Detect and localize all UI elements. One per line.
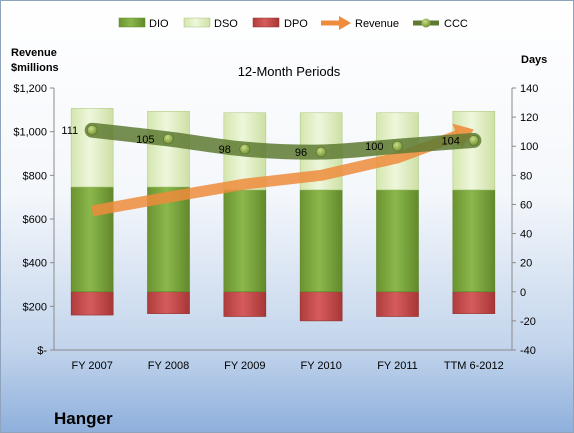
dpo-bar — [376, 291, 419, 317]
left-tick-label: $1,200 — [13, 83, 47, 95]
legend-dpo-label: DPO — [284, 18, 308, 30]
dio-bar — [376, 189, 419, 293]
right-tick-label: 100 — [520, 141, 538, 153]
dso-bar — [452, 110, 496, 191]
right-tick-label: 20 — [520, 258, 532, 270]
ccc-point — [163, 133, 174, 145]
right-tick-label: -20 — [520, 316, 536, 328]
legend-dso-label: DSO — [214, 18, 238, 30]
dpo-bar — [223, 291, 267, 317]
category-label: FY 2011 — [377, 360, 418, 372]
ccc-point — [468, 135, 480, 146]
legend-ccc-line — [413, 18, 439, 28]
legend-dio-label: DIO — [149, 18, 169, 30]
legend-dio-swatch — [118, 17, 146, 28]
legend-revenue-arrow — [321, 16, 351, 30]
left-tick-label: $800 — [23, 170, 47, 182]
ccc-data-label: 98 — [219, 144, 231, 156]
ccc-point — [239, 143, 251, 155]
left-tick-label: $1,000 — [13, 127, 47, 139]
left-axis-title-line1: Revenue — [11, 47, 57, 59]
data-labels: 111 105 98 96 100 104 — [61, 125, 459, 159]
right-tick-labels: -40 -20 0 20 40 60 80 100 120 140 — [512, 83, 538, 357]
legend-revenue-label: Revenue — [355, 18, 399, 30]
left-tick-label: $200 — [23, 301, 47, 313]
right-tick-label: -40 — [520, 345, 536, 357]
right-tick-label: 0 — [520, 287, 526, 299]
ccc-data-label: 96 — [295, 147, 307, 159]
legend-ccc-label: CCC — [444, 18, 468, 30]
dio-bar — [299, 189, 343, 293]
left-axis-title-line2: $millions — [11, 62, 59, 74]
dso-bar — [70, 108, 114, 188]
company-name: Hanger — [54, 409, 113, 428]
category-label: FY 2009 — [224, 360, 265, 372]
dso-bar — [147, 110, 190, 188]
chart-title: 12-Month Periods — [238, 64, 341, 79]
ccc-path — [84, 122, 482, 160]
right-axis-title: Days — [521, 54, 547, 66]
category-label: FY 2010 — [300, 360, 341, 372]
ccc-point — [392, 140, 403, 152]
revenue-line — [91, 129, 461, 217]
right-tick-label: 120 — [520, 112, 538, 124]
legend: DIO DSO DPO Revenue CCC — [118, 16, 468, 30]
dio-bar — [452, 189, 496, 293]
left-tick-label: $400 — [23, 258, 47, 270]
dpo-bar — [299, 291, 343, 322]
category-label: FY 2007 — [71, 360, 112, 372]
dpo-bar — [147, 291, 190, 314]
category-label: FY 2008 — [148, 360, 189, 372]
right-tick-label: 80 — [520, 170, 532, 182]
left-tick-label: $600 — [23, 214, 47, 226]
right-tick-label: 40 — [520, 229, 532, 241]
dpo-bar — [70, 291, 114, 316]
right-tick-label: 60 — [520, 199, 532, 211]
category-labels: FY 2007 FY 2008 FY 2009 FY 2010 FY 2011 TTM 6… — [71, 360, 503, 372]
ccc-data-label: 105 — [136, 134, 154, 146]
dio-bar — [223, 189, 267, 293]
ccc-data-label: 111 — [61, 125, 78, 137]
ccc-point — [315, 146, 327, 158]
ccc-point — [86, 124, 98, 136]
ccc-data-label: 100 — [365, 141, 383, 153]
ccc-data-label: 104 — [441, 135, 459, 147]
legend-dpo-swatch — [252, 17, 280, 28]
bars — [70, 108, 496, 322]
right-tick-label: 140 — [520, 83, 538, 95]
left-tick-labels: $- $200 $400 $600 $800 $1,000 $1,200 — [13, 83, 54, 357]
left-tick-label: $- — [37, 345, 47, 357]
legend-dso-swatch — [183, 17, 211, 28]
ccc-line — [84, 122, 482, 160]
category-label: TTM 6-2012 — [444, 360, 504, 372]
dpo-bar — [452, 291, 496, 314]
